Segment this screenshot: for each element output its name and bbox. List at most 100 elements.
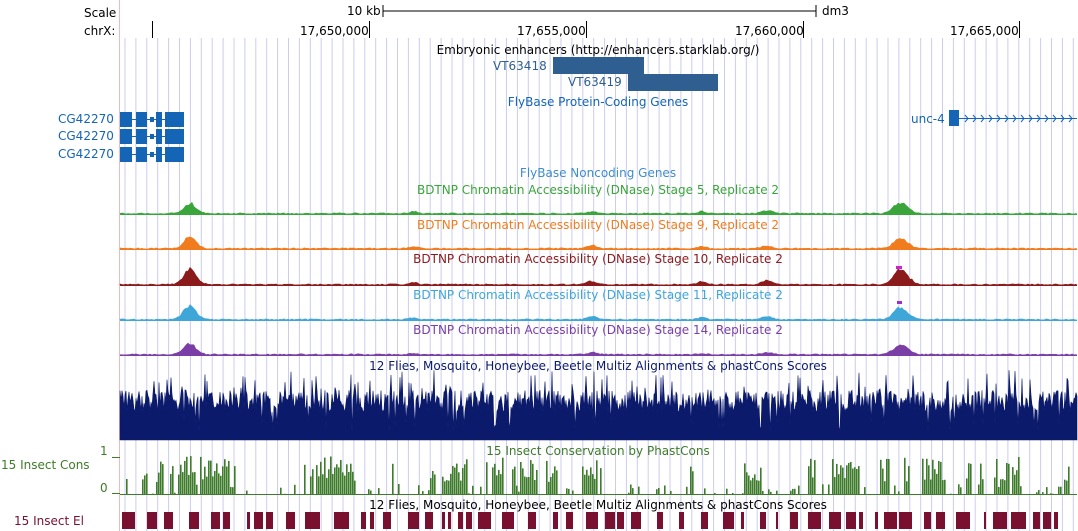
phastcons-bar — [316, 465, 318, 494]
track-title-flybase-coding[interactable]: FlyBase Protein-Coding Genes — [507, 95, 689, 109]
conserved-element — [657, 512, 663, 529]
side-label-insect-cons[interactable]: 15 Insect Cons — [1, 458, 90, 472]
gene-exon — [165, 129, 184, 144]
phastcons-bar — [346, 464, 348, 494]
phastcons-bar — [692, 471, 694, 494]
phastcons-bar — [1058, 486, 1060, 494]
phastcons-bar — [146, 473, 148, 494]
phastcons-bar — [312, 469, 314, 494]
phastcons-bar — [552, 473, 554, 494]
phastcons-bar — [220, 475, 222, 494]
gene-label-cg42270[interactable]: CG42270 — [58, 147, 114, 161]
phastcons-bar — [342, 472, 344, 494]
strand-arrow — [980, 114, 985, 123]
strand-arrow — [972, 114, 977, 123]
phastcons-bar — [514, 466, 516, 494]
phastcons-bar — [958, 484, 960, 494]
phastcons-bar — [170, 474, 172, 494]
phastcons-bar — [980, 463, 982, 494]
phastcons-bar — [326, 477, 328, 494]
phastcons-bar — [940, 461, 942, 494]
conserved-element — [147, 512, 157, 529]
enhancer-block-vt63418 — [553, 57, 644, 74]
phastcons-bar — [670, 490, 672, 494]
conserved-element — [466, 512, 472, 529]
side-label-insect-el[interactable]: 15 Insect El — [14, 514, 84, 528]
track-title-dnase-stage5[interactable]: BDTNP Chromatin Accessibility (DNase) St… — [416, 183, 780, 197]
strand-arrow — [1012, 114, 1017, 123]
gene-utr — [150, 134, 154, 139]
conserved-element — [383, 512, 391, 529]
track-title-elements[interactable]: 12 Flies, Mosquito, Honeybee, Beetle Mul… — [369, 498, 827, 512]
phastcons-bar — [224, 459, 226, 494]
phastcons-bar — [494, 463, 496, 494]
gene-exon — [156, 147, 162, 162]
conserved-element — [884, 512, 897, 529]
phastcons-bar — [1036, 492, 1038, 494]
phastcons-bar — [882, 468, 884, 494]
conserved-element — [223, 512, 230, 529]
phastcons-bar — [922, 458, 924, 494]
gene-label-cg42270[interactable]: CG42270 — [58, 112, 114, 126]
gene-label-unc-4[interactable]: unc-4 — [911, 112, 945, 126]
track-title-dnase-stage9[interactable]: BDTNP Chromatin Accessibility (DNase) St… — [416, 218, 780, 232]
phastcons-bar — [512, 469, 514, 494]
phastcons-bar — [322, 474, 324, 494]
phastcons-bar — [846, 465, 848, 494]
conserved-element — [448, 512, 451, 529]
phastcons-bar — [926, 458, 928, 494]
phastcons-bar — [200, 456, 202, 494]
phastcons-bar — [658, 488, 660, 494]
track-title-phastcons[interactable]: 15 Insect Conservation by PhastCons — [486, 444, 710, 458]
phastcons-bar — [158, 472, 160, 494]
conserved-element — [859, 512, 863, 529]
phastcons-bar — [690, 466, 692, 494]
phastcons-bar — [768, 489, 770, 494]
phastcons-bar — [840, 465, 842, 494]
phastcons-bar — [454, 467, 456, 494]
phastcons-bar — [228, 460, 230, 494]
phastcons-bar — [770, 491, 772, 494]
conserved-element — [924, 512, 931, 529]
phastcons-bar — [178, 474, 180, 494]
phastcons-bar — [184, 460, 186, 494]
conserved-element — [875, 512, 878, 529]
enhancer-label-vt63419[interactable]: VT63419 — [568, 75, 622, 89]
phastcons-bar — [1068, 466, 1070, 494]
track-title-enhancers[interactable]: Embryonic enhancers (http://enhancers.st… — [436, 43, 760, 57]
conserved-element — [631, 512, 641, 529]
gene-exon — [165, 147, 184, 162]
phastcons-bar — [324, 457, 326, 494]
phastcons-bar — [486, 462, 488, 494]
phastcons-bar — [586, 469, 588, 494]
track-title-dnase-stage11[interactable]: BDTNP Chromatin Accessibility (DNase) St… — [413, 288, 783, 302]
track-title-dnase-stage14[interactable]: BDTNP Chromatin Accessibility (DNase) St… — [413, 323, 783, 337]
phastcons-bar — [822, 484, 824, 494]
conserved-element — [305, 512, 320, 529]
strand-arrow — [988, 114, 993, 123]
conserved-element — [899, 512, 912, 529]
phastcons-bar — [888, 459, 890, 494]
track-title-dnase-stage10[interactable]: BDTNP Chromatin Accessibility (DNase) St… — [413, 252, 783, 266]
gene-label-cg42270[interactable]: CG42270 — [58, 129, 114, 143]
track-title-multiz[interactable]: 12 Flies, Mosquito, Honeybee, Beetle Mul… — [369, 359, 827, 373]
strand-arrow — [1052, 114, 1057, 123]
phastcons-bar — [230, 487, 232, 494]
phastcons-bar — [392, 463, 394, 494]
conserved-element — [553, 512, 558, 529]
enhancer-label-vt63418[interactable]: VT63418 — [493, 59, 547, 73]
phastcons-bar — [460, 480, 462, 494]
phastcons-bar — [628, 492, 630, 494]
track-title-flybase-noncoding[interactable]: FlyBase Noncoding Genes — [519, 166, 677, 180]
phastcons-bar — [880, 459, 882, 494]
phastcons-bar — [726, 488, 728, 494]
phastcons-bar — [458, 472, 460, 494]
phastcons-bar — [1018, 457, 1020, 494]
phastcons-bar — [522, 468, 524, 494]
conserved-element — [741, 512, 744, 529]
phastcons-bar — [378, 488, 380, 494]
phastcons-bar — [532, 463, 534, 494]
phastcons-bar — [630, 484, 632, 494]
